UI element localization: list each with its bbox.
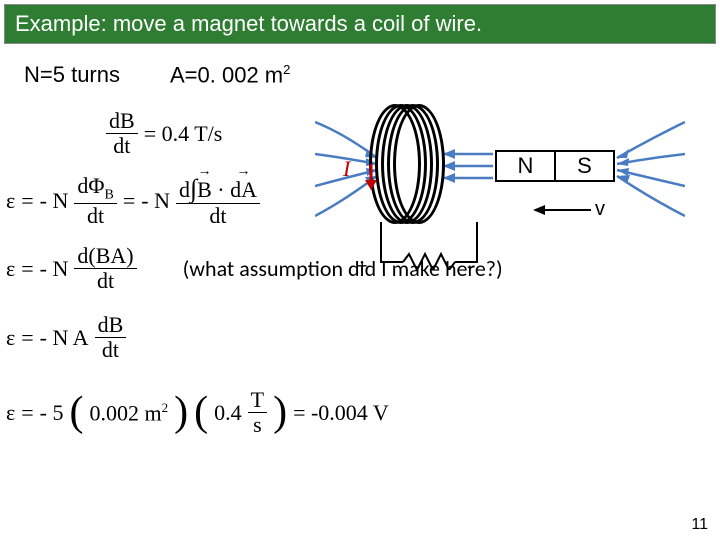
- param-A: A=0. 002 m2: [170, 62, 290, 88]
- eq-emf1: ε = - N dΦB dt = - N d∫B · dA dt: [6, 175, 714, 227]
- title-bar: Example: move a magnet towards a coil of…: [4, 4, 716, 44]
- page-number: 11: [691, 516, 708, 534]
- eq-emf2: ε = - N d(BA) dt (what assumption did I …: [6, 245, 714, 292]
- parameters-row: N=5 turns A=0. 002 m2: [0, 48, 720, 92]
- assumption-text: (what assumption did I make here?): [183, 255, 503, 282]
- eq-emf4: ε = - 5 ( 0.002 m2 ) ( 0.4 T s ) = -0.00…: [6, 389, 714, 436]
- title-text: Example: move a magnet towards a coil of…: [15, 11, 482, 36]
- eq-dBdt: dB dt = 0.4 T/s: [106, 110, 714, 157]
- param-N: N=5 turns: [24, 62, 120, 88]
- eq-emf3: ε = - N A dB dt: [6, 314, 714, 361]
- equations-area: dB dt = 0.4 T/s ε = - N dΦB dt = - N d∫B…: [6, 104, 714, 442]
